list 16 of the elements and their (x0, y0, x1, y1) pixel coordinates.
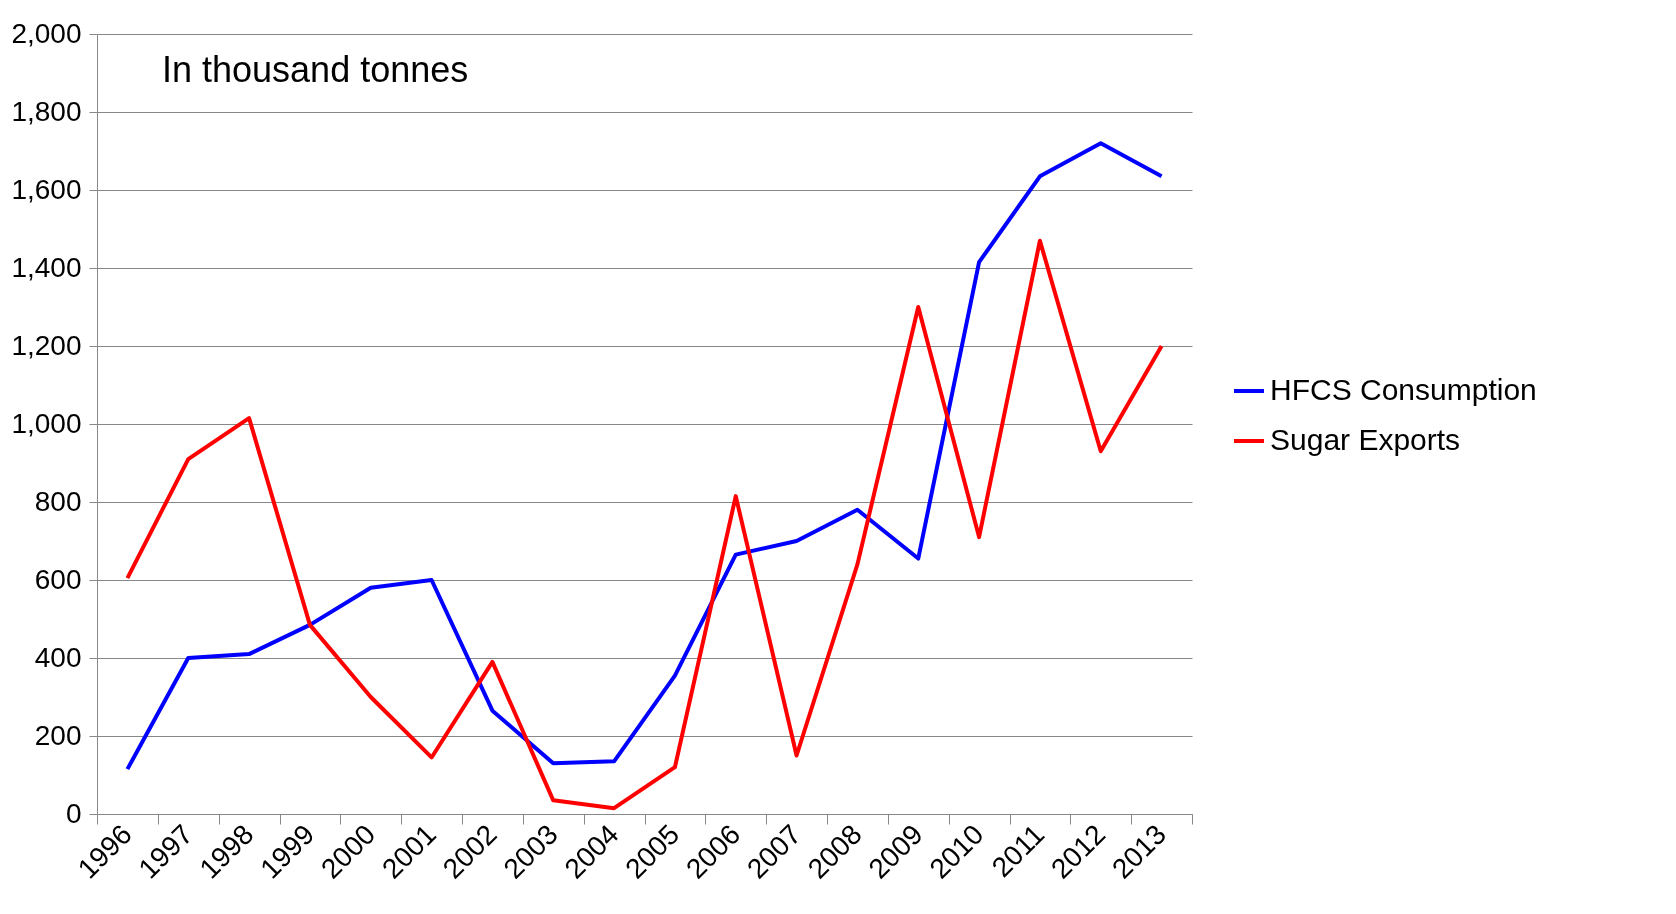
y-tick-label: 1,600 (11, 173, 82, 205)
annotation: In thousand tonnes (162, 49, 469, 90)
y-tick-label: 600 (34, 563, 82, 595)
y-tick-label: 2,000 (11, 17, 82, 49)
line-series (125, 238, 1164, 811)
y-tick-label: 1,200 (11, 329, 82, 361)
legend-label: Sugar Exports (1270, 423, 1461, 456)
legend-label: HFCS Consumption (1270, 373, 1537, 406)
y-tick-label: 1,800 (11, 95, 82, 127)
y-tick-label: 1,000 (11, 407, 82, 439)
y-tick-label: 400 (34, 641, 82, 673)
y-tick-label: 1,400 (11, 251, 82, 283)
line-series (125, 141, 1164, 772)
y-tick-label: 800 (34, 485, 82, 517)
y-tick-label: 200 (34, 719, 82, 751)
y-tick-label: 0 (65, 797, 82, 829)
